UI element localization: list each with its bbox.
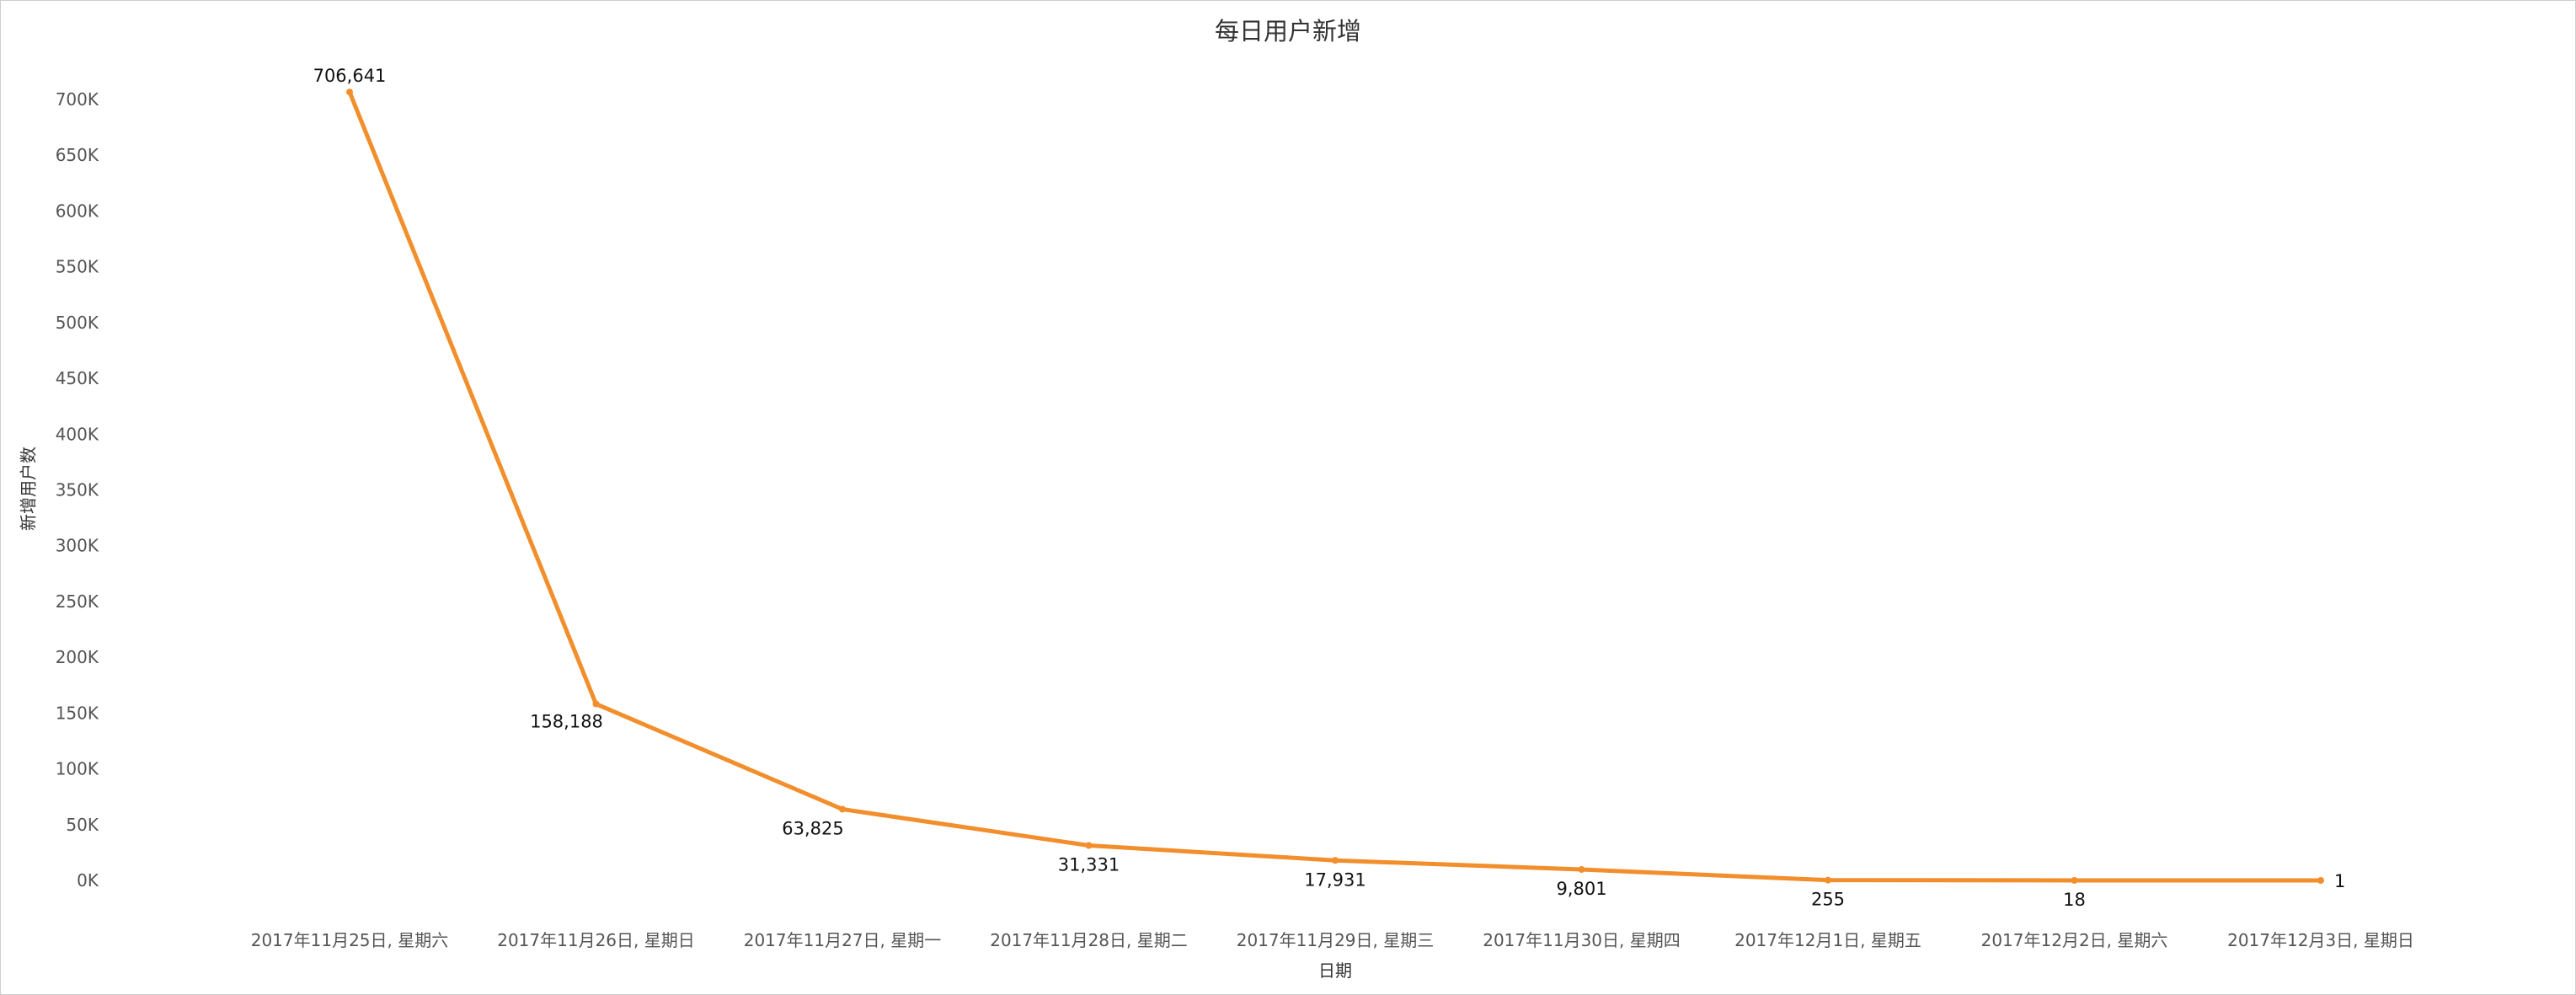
x-axis-label: 日期 — [1318, 960, 1352, 981]
x-tick-label: 2017年11月30日, 星期四 — [1483, 930, 1681, 950]
x-tick-label: 2017年11月26日, 星期日 — [497, 930, 695, 950]
data-label: 9,801 — [1556, 879, 1606, 899]
y-tick-label: 400K — [56, 424, 99, 444]
x-tick-label: 2017年12月1日, 星期五 — [1734, 930, 1921, 950]
series-layer — [346, 88, 2324, 884]
y-tick-label: 250K — [56, 591, 99, 612]
data-label: 706,641 — [313, 66, 387, 86]
data-point — [1085, 842, 1093, 849]
y-tick-label: 450K — [56, 368, 99, 388]
data-point — [1332, 857, 1339, 864]
x-tick-label: 2017年11月29日, 星期三 — [1237, 930, 1435, 950]
data-label: 63,825 — [782, 818, 843, 838]
x-tick-label: 2017年11月25日, 星期六 — [251, 930, 449, 950]
y-tick-label: 150K — [56, 703, 99, 723]
data-point — [839, 805, 846, 813]
data-label: 1 — [2334, 871, 2345, 891]
y-tick-label: 100K — [56, 759, 99, 779]
y-tick-label: 700K — [56, 89, 99, 110]
x-tick-label: 2017年11月27日, 星期一 — [744, 930, 942, 950]
data-label: 17,931 — [1304, 869, 1365, 890]
y-axis-ticks: 0K 50K 100K 150K 200K 250K 300K 350K 400K 450K 500… — [56, 89, 99, 891]
y-tick-label: 50K — [66, 815, 99, 835]
data-label: 31,331 — [1058, 855, 1120, 875]
y-tick-label: 300K — [56, 536, 99, 556]
y-tick-label: 600K — [56, 201, 99, 221]
data-point — [1825, 876, 1831, 884]
data-label: 18 — [2063, 890, 2086, 910]
y-tick-label: 0K — [77, 870, 99, 891]
x-tick-label: 2017年12月2日, 星期六 — [1981, 930, 2168, 950]
y-tick-label: 500K — [56, 313, 99, 333]
data-point — [2317, 876, 2324, 884]
data-labels: 706,641 158,188 63,825 31,331 17,931 9,801 255… — [313, 66, 2346, 910]
y-tick-label: 350K — [56, 480, 99, 500]
data-point — [346, 88, 353, 96]
data-label: 158,188 — [530, 712, 603, 732]
x-axis-ticks: 2017年11月25日, 星期六 2017年11月26日, 星期日 2017年11月… — [251, 930, 2414, 950]
x-tick-label: 2017年11月28日, 星期二 — [990, 930, 1188, 950]
series-line — [347, 89, 2323, 883]
x-tick-label: 2017年12月3日, 星期日 — [2227, 930, 2414, 950]
data-point — [1578, 866, 1585, 874]
y-tick-label: 200K — [56, 647, 99, 667]
y-tick-label: 650K — [56, 145, 99, 165]
y-tick-label: 550K — [56, 257, 99, 277]
data-point — [2071, 876, 2078, 884]
data-label: 255 — [1811, 890, 1845, 910]
chart-title: 每日用户新增 — [1214, 17, 1361, 45]
data-point — [592, 700, 600, 708]
